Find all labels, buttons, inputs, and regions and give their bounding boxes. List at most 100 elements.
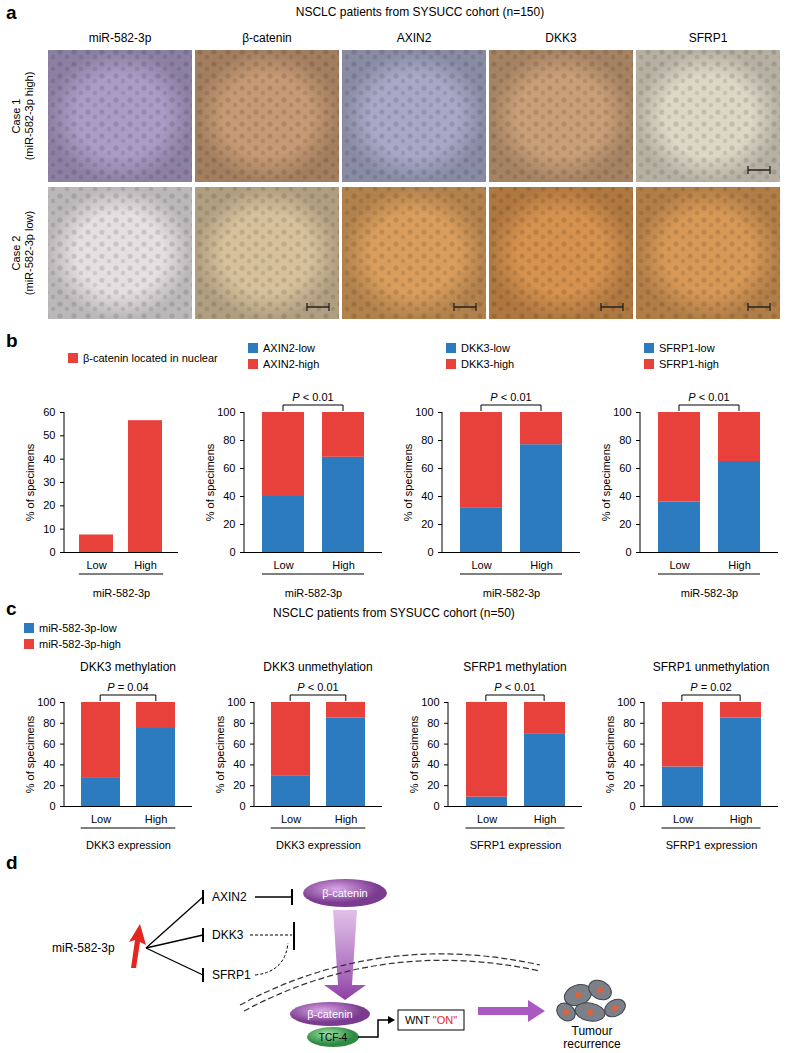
- svg-text:% of specimens: % of specimens: [214, 715, 226, 793]
- svg-text:60: 60: [619, 462, 631, 474]
- svg-text:30: 30: [43, 476, 55, 488]
- svg-text:Low: Low: [86, 559, 106, 571]
- svg-text:(miR-582-3p low): (miR-582-3p low): [23, 211, 35, 295]
- svg-text:% of specimens: % of specimens: [204, 443, 216, 521]
- svg-text:Low: Low: [669, 559, 689, 571]
- svg-text:20: 20: [421, 518, 433, 530]
- svg-text:DKK3: DKK3: [212, 928, 244, 942]
- svg-text:P < 0.01: P < 0.01: [494, 681, 535, 693]
- svg-text:TCF-4: TCF-4: [319, 1032, 348, 1043]
- svg-text:40: 40: [43, 758, 55, 770]
- svg-text:80: 80: [623, 717, 635, 729]
- svg-text:Low: Low: [477, 813, 497, 825]
- svg-text:60: 60: [223, 462, 235, 474]
- svg-text:AXIN2: AXIN2: [212, 890, 247, 904]
- svg-text:20: 20: [223, 518, 235, 530]
- svg-text:High: High: [332, 559, 355, 571]
- svg-text:0: 0: [427, 546, 433, 558]
- svg-text:100: 100: [421, 696, 439, 708]
- svg-text:Low: Low: [281, 813, 301, 825]
- svg-text:60: 60: [43, 406, 55, 418]
- svg-text:(miR-582-3p high): (miR-582-3p high): [23, 72, 35, 161]
- svg-text:80: 80: [43, 717, 55, 729]
- svg-text:miR-582-3p: miR-582-3p: [483, 587, 540, 599]
- svg-text:80: 80: [233, 717, 245, 729]
- svg-text:40: 40: [43, 453, 55, 465]
- svg-text:60: 60: [623, 738, 635, 750]
- svg-text:60: 60: [427, 738, 439, 750]
- svg-text:% of specimens: % of specimens: [24, 715, 36, 793]
- svg-text:% of specimens: % of specimens: [408, 715, 420, 793]
- svg-text:DKK3 expression: DKK3 expression: [86, 839, 171, 851]
- svg-text:60: 60: [421, 462, 433, 474]
- svg-text:40: 40: [623, 758, 635, 770]
- svg-text:High: High: [335, 813, 358, 825]
- svg-text:P < 0.01: P < 0.01: [688, 391, 729, 403]
- svg-text:β-catenin: β-catenin: [322, 887, 367, 899]
- svg-text:20: 20: [43, 499, 55, 511]
- svg-text:0: 0: [625, 546, 631, 558]
- svg-text:recurrence: recurrence: [563, 1037, 621, 1051]
- svg-text:P < 0.01: P < 0.01: [292, 391, 333, 403]
- svg-text:40: 40: [421, 490, 433, 502]
- svg-text:0: 0: [629, 800, 635, 812]
- svg-text:WNT "ON": WNT "ON": [405, 1014, 457, 1026]
- svg-text:50: 50: [43, 429, 55, 441]
- svg-text:P < 0.01: P < 0.01: [490, 391, 531, 403]
- svg-text:0: 0: [229, 546, 235, 558]
- svg-text:High: High: [530, 559, 553, 571]
- svg-text:20: 20: [623, 779, 635, 791]
- svg-text:40: 40: [427, 758, 439, 770]
- svg-text:% of specimens: % of specimens: [604, 715, 616, 793]
- svg-text:80: 80: [223, 434, 235, 446]
- svg-text:Tumour: Tumour: [572, 1024, 613, 1038]
- svg-text:AXIN2: AXIN2: [397, 31, 432, 45]
- svg-text:High: High: [730, 813, 753, 825]
- svg-text:DKK3: DKK3: [545, 31, 577, 45]
- svg-text:0: 0: [49, 546, 55, 558]
- svg-text:% of specimens: % of specimens: [24, 443, 36, 521]
- svg-text:100: 100: [613, 406, 631, 418]
- svg-text:miR-582-3p: miR-582-3p: [681, 587, 738, 599]
- svg-text:20: 20: [233, 779, 245, 791]
- svg-text:Low: Low: [673, 813, 693, 825]
- svg-text:SFRP1 expression: SFRP1 expression: [470, 839, 562, 851]
- svg-text:miR-582-3p: miR-582-3p: [89, 31, 152, 45]
- svg-text:miR-582-3p: miR-582-3p: [285, 587, 342, 599]
- svg-text:SFRP1 expression: SFRP1 expression: [666, 839, 758, 851]
- svg-text:P = 0.04: P = 0.04: [107, 681, 148, 693]
- svg-text:Case 1: Case 1: [10, 99, 22, 134]
- svg-text:β-catenin: β-catenin: [242, 31, 292, 45]
- svg-text:80: 80: [421, 434, 433, 446]
- svg-text:SFRP1: SFRP1: [689, 31, 728, 45]
- svg-text:P = 0.02: P = 0.02: [690, 681, 731, 693]
- svg-text:80: 80: [427, 717, 439, 729]
- svg-text:High: High: [728, 559, 751, 571]
- svg-text:20: 20: [427, 779, 439, 791]
- svg-text:0: 0: [433, 800, 439, 812]
- svg-text:60: 60: [233, 738, 245, 750]
- svg-text:0: 0: [239, 800, 245, 812]
- svg-text:100: 100: [37, 696, 55, 708]
- svg-text:Low: Low: [91, 813, 111, 825]
- svg-text:High: High: [145, 813, 168, 825]
- svg-text:100: 100: [217, 406, 235, 418]
- svg-text:40: 40: [223, 490, 235, 502]
- svg-text:Case 2: Case 2: [10, 236, 22, 271]
- svg-text:40: 40: [233, 758, 245, 770]
- svg-text:100: 100: [617, 696, 635, 708]
- svg-text:P < 0.01: P < 0.01: [297, 681, 338, 693]
- svg-text:Low: Low: [273, 559, 293, 571]
- svg-text:NSCLC patients from SYSUCC coh: NSCLC patients from SYSUCC cohort (n=150…: [296, 5, 544, 19]
- svg-text:High: High: [534, 813, 557, 825]
- svg-text:Low: Low: [471, 559, 491, 571]
- svg-text:SFRP1: SFRP1: [212, 968, 251, 982]
- svg-text:20: 20: [43, 779, 55, 791]
- svg-text:miR-582-3p: miR-582-3p: [52, 941, 115, 955]
- svg-text:miR-582-3p: miR-582-3p: [93, 587, 150, 599]
- svg-text:β-catenin: β-catenin: [307, 1008, 352, 1020]
- svg-text:10: 10: [43, 523, 55, 535]
- svg-text:60: 60: [43, 738, 55, 750]
- svg-text:% of specimens: % of specimens: [402, 443, 414, 521]
- svg-text:100: 100: [415, 406, 433, 418]
